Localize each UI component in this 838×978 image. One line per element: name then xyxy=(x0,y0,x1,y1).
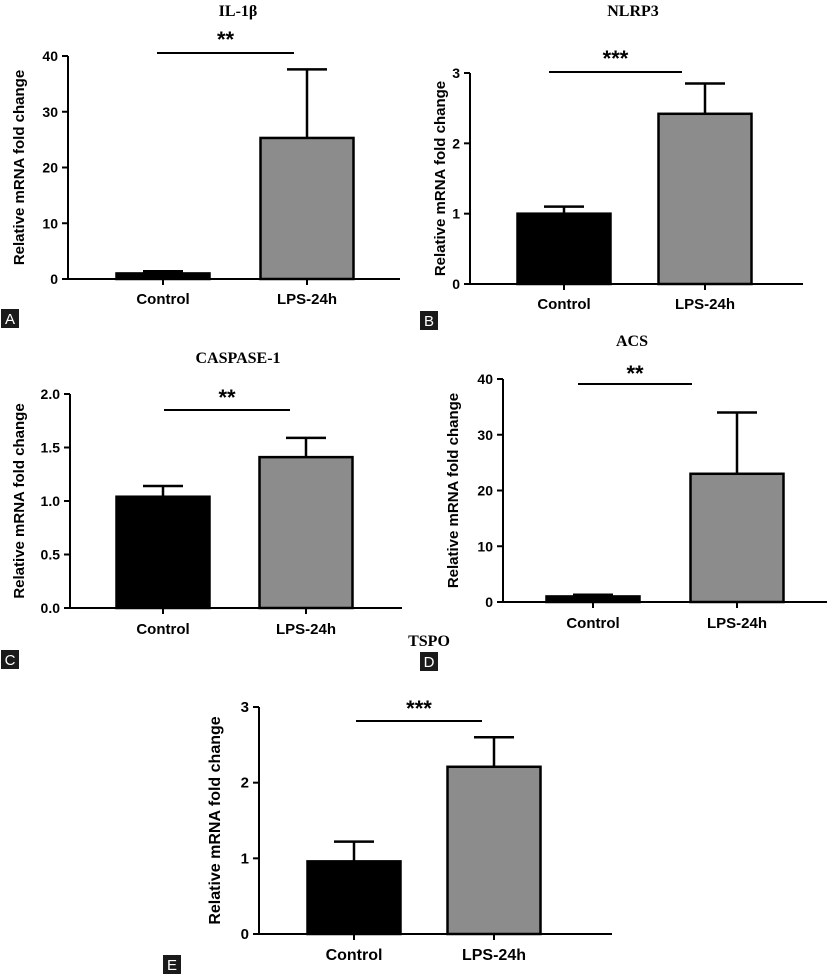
panel-label-box xyxy=(420,311,438,330)
y-tick-label: 20 xyxy=(42,160,58,176)
x-tick-label: LPS-24h xyxy=(277,291,337,308)
panel-label-box xyxy=(1,309,19,328)
panel-label: D xyxy=(420,652,438,671)
x-tick-label: LPS-24h xyxy=(675,296,735,313)
panel-label-text: D xyxy=(424,654,435,671)
significance-stars: *** xyxy=(603,46,629,71)
y-tick-label: 2 xyxy=(452,135,460,151)
y-tick-label: 40 xyxy=(42,48,58,64)
x-tick-label: Control xyxy=(566,615,619,632)
y-axis-label: Relative mRNA fold change xyxy=(207,716,224,924)
significance-stars: ** xyxy=(217,27,235,52)
chart-title: IL-1β xyxy=(219,3,258,20)
y-tick-label: 3 xyxy=(452,65,460,81)
panel-label-box xyxy=(1,650,19,669)
y-axis-label: Relative mRNA fold change xyxy=(11,403,28,598)
x-tick-label: Control xyxy=(136,621,189,638)
y-tick-label: 30 xyxy=(477,427,493,443)
bar-lps-24h xyxy=(259,136,355,281)
significance-stars: ** xyxy=(218,385,236,410)
y-tick-label: 1 xyxy=(241,850,249,867)
y-tick-label: 30 xyxy=(42,104,58,120)
chart-title: ACS xyxy=(616,333,648,350)
panel-label-text: E xyxy=(167,957,177,974)
panel-label-box xyxy=(420,652,438,671)
y-tick-label: 1.0 xyxy=(41,493,61,509)
panel-label-text: C xyxy=(5,652,16,669)
panel-label: A xyxy=(1,309,19,328)
bar-lps-24h xyxy=(446,765,542,936)
panel-label: E xyxy=(163,955,181,974)
y-tick-label: 2 xyxy=(241,775,249,792)
chart-title: CASPASE-1 xyxy=(195,350,280,367)
significance-stars: ** xyxy=(626,361,644,386)
y-tick-label: 1.5 xyxy=(41,440,61,456)
panel-e: TSPO Relative mRNA fold change 0 1 2 3 Control… xyxy=(163,633,612,974)
y-axis-label: Relative mRNA fold change xyxy=(11,70,28,265)
panel-label-text: B xyxy=(424,313,434,330)
panel-c: CASPASE-1 Relative mRNA fold change 0.0 0.5… xyxy=(1,350,402,669)
y-tick-label: 0 xyxy=(452,276,460,292)
y-axis-label: Relative mRNA fold change xyxy=(432,81,449,276)
panel-d: ACS Relative mRNA fold change 0 10 20 30 40 Con… xyxy=(420,333,827,671)
panel-label: C xyxy=(1,650,19,669)
x-tick-label: LPS-24h xyxy=(276,621,336,638)
x-tick-label: LPS-24h xyxy=(707,615,767,632)
panel-label-text: A xyxy=(5,311,15,328)
x-tick-label: Control xyxy=(326,947,383,964)
x-tick-label: Control xyxy=(537,296,590,313)
y-tick-label: 20 xyxy=(477,483,493,499)
significance-stars: *** xyxy=(406,696,432,721)
y-tick-label: 0 xyxy=(50,271,58,287)
y-tick-label: 2.0 xyxy=(41,386,61,402)
bar-lps-24h xyxy=(657,112,753,286)
y-tick-label: 40 xyxy=(477,371,493,387)
y-tick-label: 0 xyxy=(241,926,249,943)
panel-label: B xyxy=(420,311,438,330)
bar-lps-24h xyxy=(258,455,354,610)
y-tick-label: 1 xyxy=(452,206,460,222)
y-tick-label: 10 xyxy=(42,215,58,231)
x-tick-label: Control xyxy=(136,291,189,308)
y-tick-label: 0.0 xyxy=(41,600,61,616)
bar-lps-24h xyxy=(689,472,785,604)
chart-title: TSPO xyxy=(408,633,450,650)
bar-control xyxy=(306,860,402,936)
y-tick-label: 0 xyxy=(485,594,493,610)
bar-control xyxy=(516,212,612,286)
bar-control xyxy=(115,495,211,610)
y-tick-label: 10 xyxy=(477,538,493,554)
panel-label-box xyxy=(163,955,181,974)
y-tick-label: 0.5 xyxy=(41,547,61,563)
x-tick-label: LPS-24h xyxy=(462,947,526,964)
y-tick-label: 3 xyxy=(241,699,249,716)
y-axis-label: Relative mRNA fold change xyxy=(445,393,462,588)
chart-title: NLRP3 xyxy=(607,3,659,20)
panel-a: IL-1β Relative mRNA fold change 0 10 20 30 40 C… xyxy=(1,3,400,328)
